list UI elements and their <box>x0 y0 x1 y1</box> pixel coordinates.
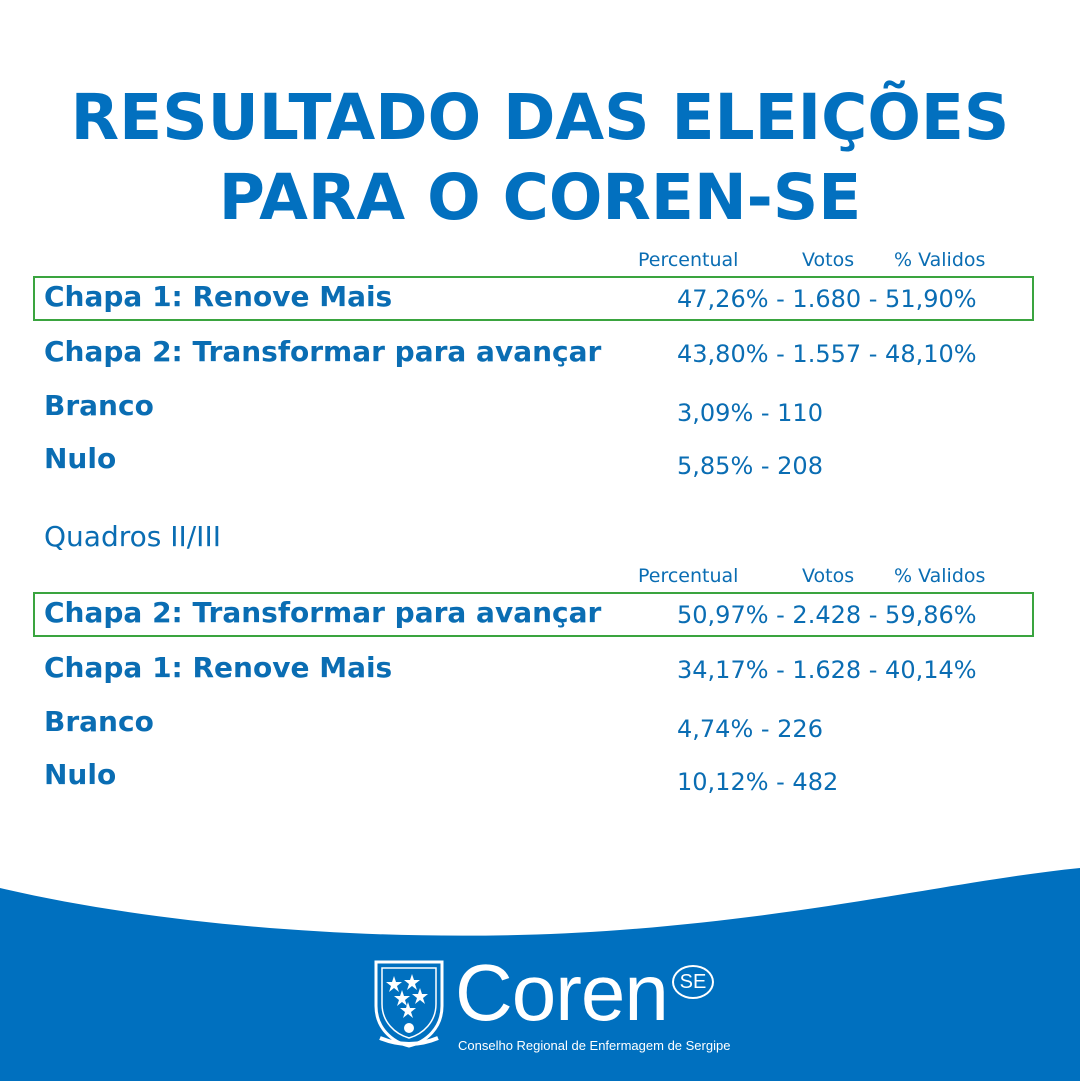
column-header-percentual: Percentual <box>638 249 739 271</box>
row-value: 50,97% - 2.428 - 59,86% <box>677 601 977 629</box>
logo-subtitle: Conselho Regional de Enfermagem de Sergi… <box>458 1038 731 1053</box>
row-label: Chapa 2: Transformar para avançar <box>44 596 602 629</box>
winner-highlight-box <box>33 592 1034 637</box>
column-header-validos: % Validos <box>894 249 986 271</box>
title-line-1: RESULTADO DAS ELEIÇÕES <box>70 81 1010 154</box>
row-value: 43,80% - 1.557 - 48,10% <box>677 340 977 368</box>
row-label: Nulo <box>44 442 117 475</box>
row-label: Chapa 2: Transformar para avançar <box>44 335 602 368</box>
row-value: 3,09% - 110 <box>677 399 823 427</box>
se-badge: SE <box>672 965 714 999</box>
coren-logo-text: Coren <box>455 948 669 1037</box>
row-value: 4,74% - 226 <box>677 715 823 743</box>
row-value: 47,26% - 1.680 - 51,90% <box>677 285 977 313</box>
column-header-votos: Votos <box>802 249 855 271</box>
footer-wave-background <box>0 868 1080 1081</box>
coren-crest-icon <box>374 960 444 1048</box>
title-line-2: PARA O COREN-SE <box>218 161 862 234</box>
row-label: Branco <box>44 705 154 738</box>
row-label: Chapa 1: Renove Mais <box>44 280 393 313</box>
section-label-quadros: Quadros II/III <box>44 520 221 553</box>
column-header-votos: Votos <box>802 565 855 587</box>
row-value: 5,85% - 208 <box>677 452 823 480</box>
row-label: Branco <box>44 389 154 422</box>
row-label: Chapa 1: Renove Mais <box>44 651 393 684</box>
row-value: 10,12% - 482 <box>677 768 839 796</box>
row-label: Nulo <box>44 758 117 791</box>
column-header-validos: % Validos <box>894 565 986 587</box>
column-header-percentual: Percentual <box>638 565 739 587</box>
row-value: 34,17% - 1.628 - 40,14% <box>677 656 977 684</box>
winner-highlight-box <box>33 276 1034 321</box>
